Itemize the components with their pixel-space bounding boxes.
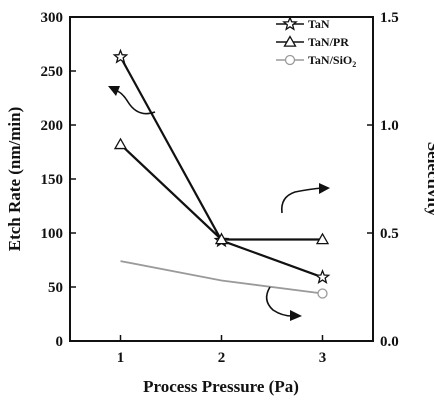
x-axis-title: Process Pressure (Pa) xyxy=(143,377,299,396)
legend-label-tan-text: TaN xyxy=(308,17,330,31)
legend-tan-sio-marker xyxy=(284,54,296,66)
legend-label-tan-pr: TaN/PR xyxy=(308,35,349,49)
series-tan-pr-point-marker xyxy=(113,137,128,150)
arrow-to-left-axis-1 xyxy=(114,89,156,115)
legend: TaN TaN/PR TaN/SiO2 xyxy=(276,15,356,69)
series-tan-pr-point-marker xyxy=(214,232,229,245)
y-left-tick-label: 150 xyxy=(41,172,64,188)
arrowhead-right-2 xyxy=(290,310,302,321)
x-tick-label: 2 xyxy=(218,350,226,366)
arrowhead-left-1 xyxy=(108,86,120,96)
legend-tan-pr-marker xyxy=(283,35,297,47)
series-tan-point-marker xyxy=(112,48,129,64)
y-right-tick-label: 0.0 xyxy=(380,334,399,350)
y-left-tick-label: 200 xyxy=(41,118,64,134)
y-left-tick-label: 250 xyxy=(41,64,64,80)
y-left-tick-label: 0 xyxy=(56,334,64,350)
y-right-tick-label: 1.0 xyxy=(380,118,399,134)
legend-label-tan-sio-text: TaN/SiO xyxy=(308,53,352,67)
y-axis-left: 0 50 100 150 200 250 300 xyxy=(41,10,76,350)
series-tan-sio-line xyxy=(120,260,323,295)
series-tan-sio-point-marker xyxy=(317,288,328,299)
arrow-to-right-axis-2 xyxy=(265,286,293,317)
y-left-tick-label: 50 xyxy=(48,280,63,296)
series-tan-point-marker xyxy=(314,268,331,284)
arrow-to-right-axis-1 xyxy=(280,187,323,214)
annotation-arrows xyxy=(108,86,330,321)
y-left-tick-label: 100 xyxy=(41,226,64,242)
x-tick-label: 3 xyxy=(319,350,327,366)
y-axis-right: 0.0 0.5 1.0 1.5 xyxy=(367,10,399,350)
x-tick-label: 1 xyxy=(117,350,125,366)
series-tan-pr-line xyxy=(119,143,323,241)
series-tan-pr xyxy=(113,137,330,245)
legend-label-tan-sio-subscript: 2 xyxy=(352,60,356,69)
y-axis-title-right: Selectivity xyxy=(424,142,434,217)
legend-label-tan-sio: TaN/SiO2 xyxy=(308,53,356,69)
y-left-tick-label: 300 xyxy=(41,10,64,26)
y-right-tick-label: 0.5 xyxy=(380,226,399,242)
x-axis: 1 2 3 xyxy=(117,335,327,366)
legend-label-tan-pr-text: TaN/PR xyxy=(308,35,349,49)
series-tan-pr-point-marker xyxy=(315,232,330,245)
series-tan-sio xyxy=(120,260,328,299)
legend-label-tan: TaN xyxy=(308,17,330,31)
arrowhead-right-1 xyxy=(319,183,330,194)
series-tan xyxy=(112,48,331,284)
y-axis-title-left: Etch Rate (nm/min) xyxy=(5,107,24,251)
legend-tan-marker xyxy=(282,15,298,31)
series-layer xyxy=(112,48,331,299)
y-right-tick-label: 1.5 xyxy=(380,10,399,26)
